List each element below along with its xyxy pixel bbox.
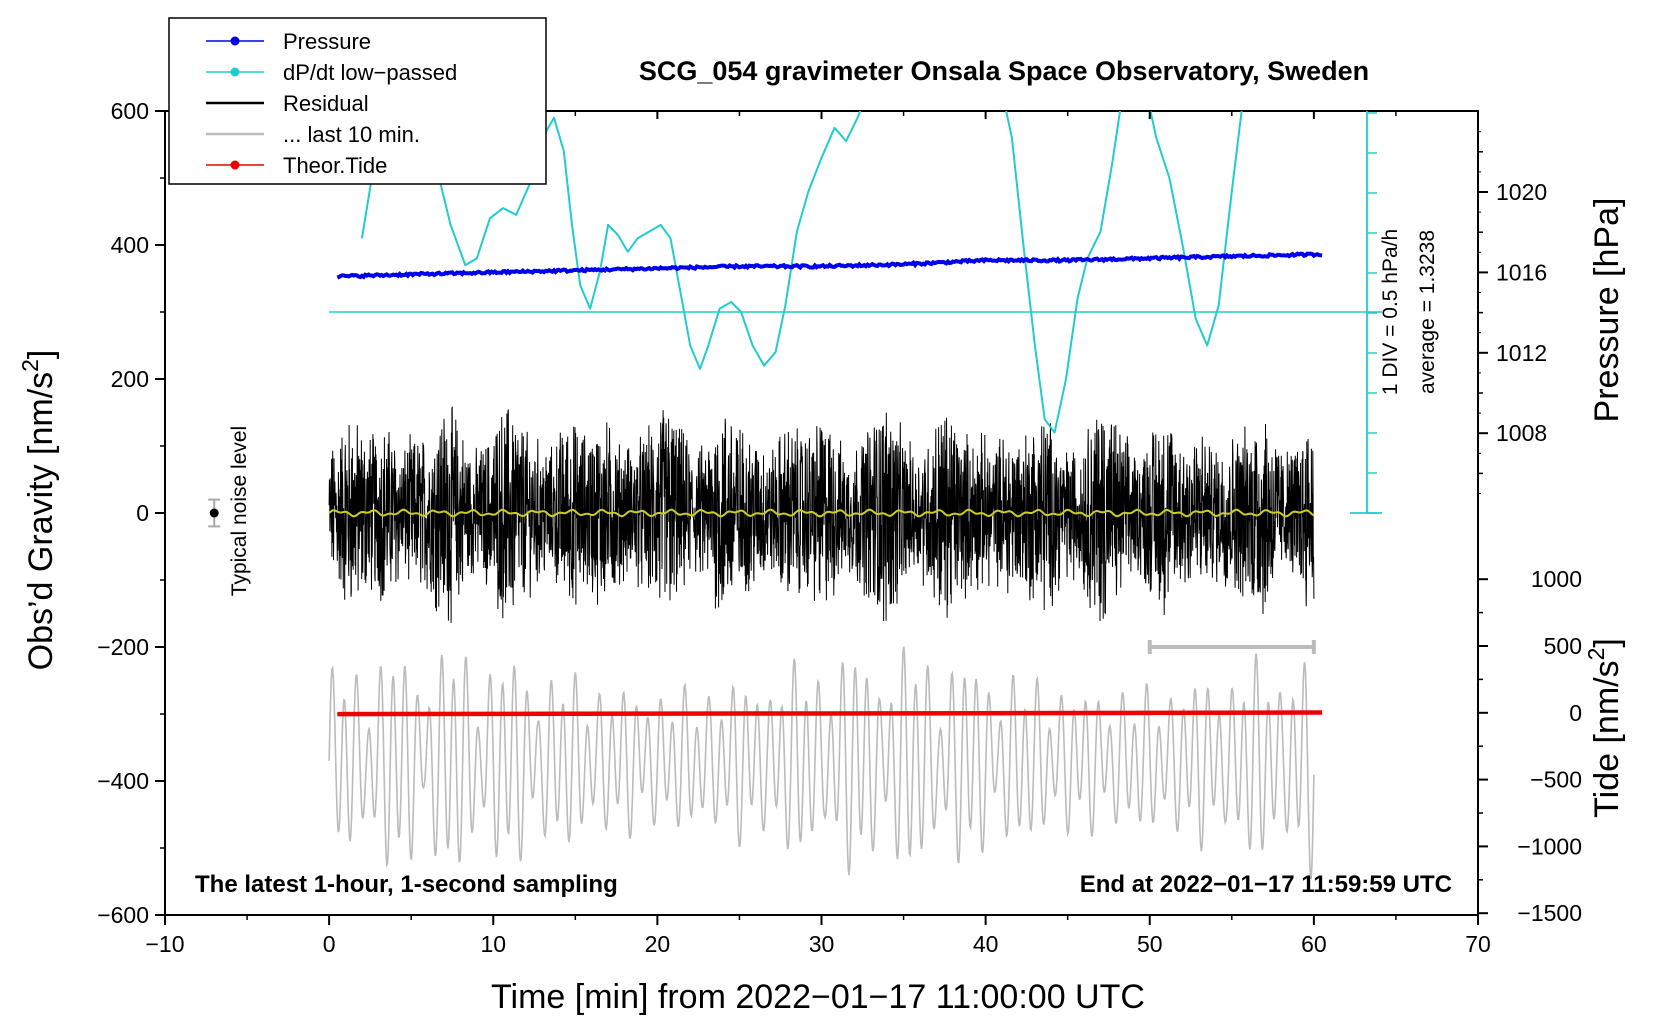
- x-tick-label: 0: [323, 931, 336, 957]
- tide-tick-label: −1500: [1517, 900, 1582, 926]
- y-axis-tide-label: Tide [nm/s2]: [1583, 638, 1626, 818]
- tide-tick-label: −500: [1530, 767, 1582, 793]
- y-tick-label: −600: [97, 902, 149, 928]
- y-axis-left-label-sup: 2: [17, 359, 43, 372]
- x-tick-label: 20: [645, 931, 671, 957]
- legend-label: ... last 10 min.: [283, 122, 420, 147]
- dpdt-scale-axis: [329, 111, 1382, 514]
- note-right: End at 2022−01−17 11:59:59 UTC: [1080, 871, 1452, 898]
- x-tick-label: 60: [1301, 931, 1327, 957]
- pressure-line: [336, 251, 1323, 280]
- legend-label: Theor.Tide: [283, 153, 387, 178]
- x-axis: −10 0 10 20 30 40 50 60 70: [145, 111, 1491, 957]
- y-tick-label: 600: [111, 98, 149, 124]
- y-tick-label: 200: [111, 366, 149, 392]
- legend-swatch-marker: [230, 67, 240, 77]
- dpdt-scale-average-label: average = 1.3238: [1416, 230, 1439, 394]
- y-axis-tide-label-main: Tide [nm/s: [1588, 660, 1626, 817]
- noise-marker: [209, 508, 219, 518]
- chart-title: SCG_054 gravimeter Onsala Space Observat…: [639, 56, 1369, 86]
- y-axis-tide-label-sup: 2: [1583, 648, 1609, 661]
- y-tick-label: −400: [97, 768, 149, 794]
- legend-label: Pressure: [283, 29, 371, 54]
- y-axis-left-label: Obs’d Gravity [nm/s2]: [17, 350, 60, 671]
- y-axis-gravity: 600 400 200 0 −200 −400 −600: [97, 98, 165, 928]
- dpdt-line: [1005, 111, 1243, 434]
- last-10min-series: [328, 646, 1315, 880]
- y-axis-left-label-main: Obs’d Gravity [nm/s: [22, 372, 60, 671]
- legend-label: dP/dt low−passed: [283, 60, 457, 85]
- x-tick-label: 30: [809, 931, 835, 957]
- y-axis-pressure-label: Pressure [hPa]: [1588, 198, 1626, 423]
- pressure-tick-label: 1008: [1496, 420, 1547, 446]
- tide-tick-label: −1000: [1517, 833, 1582, 859]
- y-tick-label: 400: [111, 232, 149, 258]
- y-axis-pressure: 1020 1016 1012 1008: [1478, 131, 1547, 494]
- y-tick-label: −200: [97, 634, 149, 660]
- noise-level-label: Typical noise level: [228, 426, 251, 596]
- pressure-tick-label: 1012: [1496, 340, 1547, 366]
- pressure-tick-label: 1016: [1496, 259, 1547, 285]
- legend-box: [168, 17, 547, 185]
- x-axis-label: Time [min] from 2022−01−17 11:00:00 UTC: [491, 978, 1145, 1016]
- legend: Pressure dP/dt low−passed Residual ... last…: [168, 17, 547, 185]
- residual-smoothed-series: [328, 508, 1315, 518]
- y-axis-left-label-end: ]: [22, 350, 60, 359]
- y-axis-tide: 1000 500 0 −500 −1000 −1500: [1478, 566, 1582, 926]
- residual-smoothed-line: [328, 508, 1315, 518]
- annotations: [208, 498, 1316, 654]
- tide-tick-label: 1000: [1531, 566, 1582, 592]
- theor-tide-series: [337, 710, 1323, 717]
- tide-line: [337, 710, 1323, 717]
- pressure-series: [336, 251, 1323, 280]
- x-tick-label: −10: [145, 931, 184, 957]
- legend-swatch-marker: [230, 160, 240, 170]
- pressure-tick-label: 1020: [1496, 179, 1547, 205]
- legend-swatch-marker: [230, 36, 240, 46]
- last-10min-line: [328, 646, 1315, 880]
- note-left: The latest 1-hour, 1-second sampling: [195, 871, 618, 898]
- y-tick-label: 0: [136, 500, 149, 526]
- x-tick-label: 50: [1137, 931, 1163, 957]
- legend-label: Residual: [283, 91, 369, 116]
- y-axis-tide-label-end: ]: [1588, 638, 1626, 647]
- dpdt-scale-div-label: 1 DIV = 0.5 hPa/h: [1379, 229, 1402, 395]
- x-tick-label: 40: [973, 931, 999, 957]
- tide-tick-label: 500: [1544, 633, 1582, 659]
- tide-tick-label: 0: [1569, 700, 1582, 726]
- x-tick-label: 10: [480, 931, 506, 957]
- x-tick-label: 70: [1465, 931, 1491, 957]
